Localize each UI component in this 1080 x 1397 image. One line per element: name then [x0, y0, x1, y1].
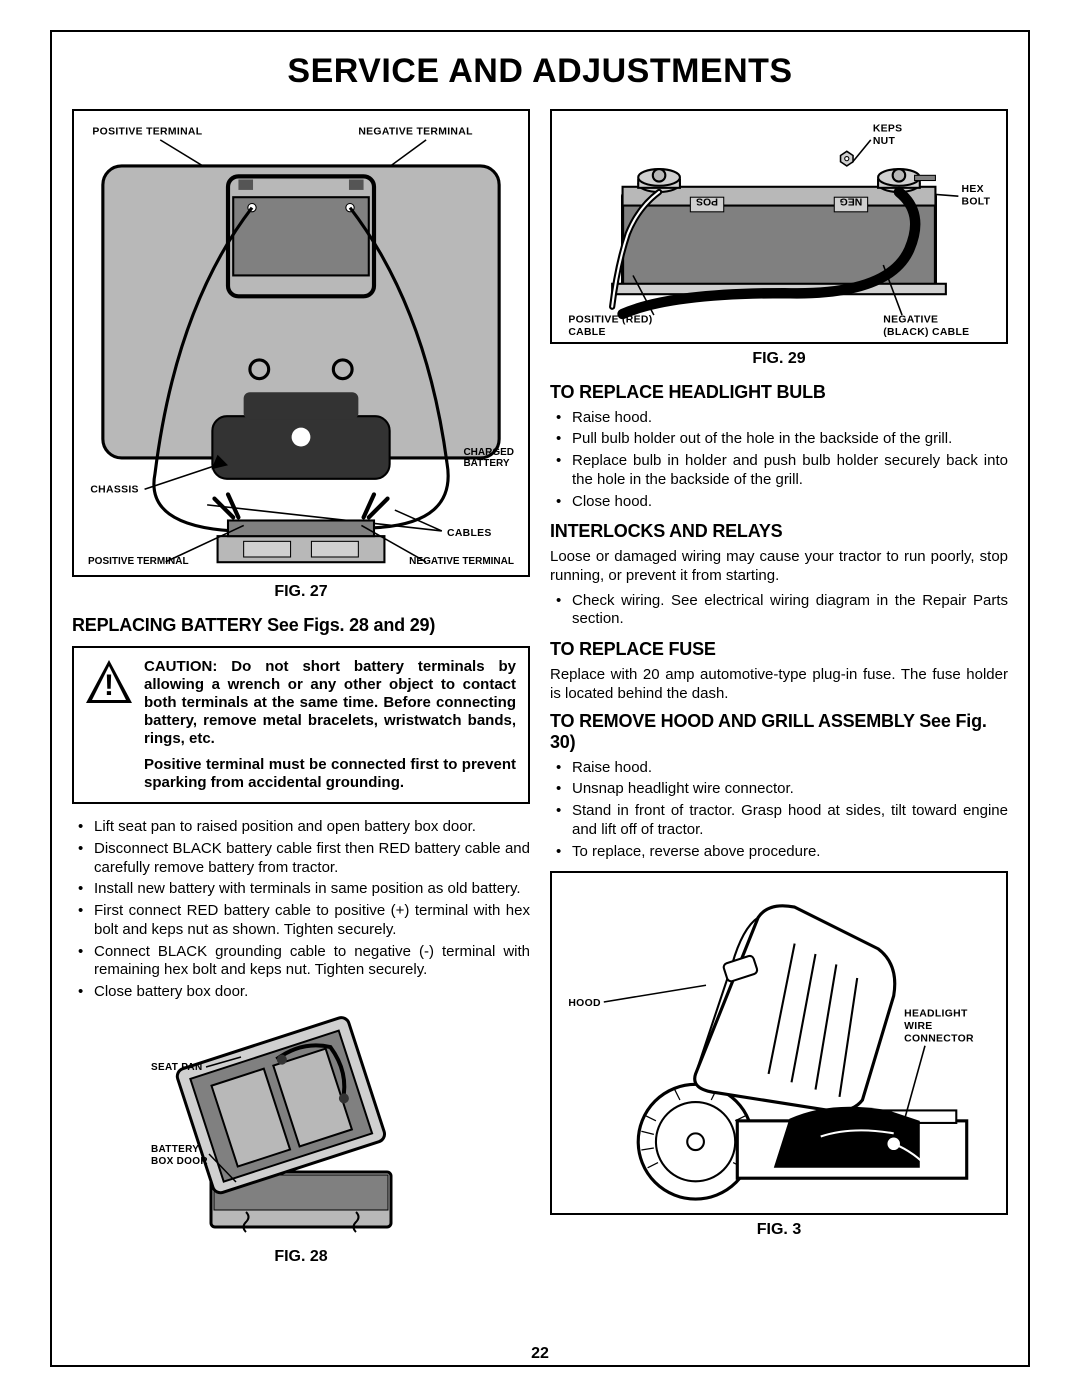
left-column: POSITIVE TERMINAL NEGATIVE TERMINAL — [72, 109, 530, 1280]
interlocks-heading: INTERLOCKS AND RELAYS — [550, 521, 1008, 542]
fig29-hex-2: BOLT — [962, 197, 991, 208]
svg-text:NEGATIVE: NEGATIVE — [883, 314, 938, 325]
fig28-caption: FIG. 28 — [72, 1248, 530, 1266]
list-item: Close hood. — [550, 493, 1008, 512]
page-title: SERVICE AND ADJUSTMENTS — [72, 52, 1008, 91]
svg-text:POSITIVE (RED): POSITIVE (RED) — [568, 314, 652, 325]
fig29-caption: FIG. 29 — [550, 350, 1008, 368]
list-item: Lift seat pan to raised position and ope… — [72, 818, 530, 837]
interlocks-steps: Check wiring. See electrical wiring diag… — [550, 592, 1008, 630]
list-item: Stand in front of tractor. Grasp hood at… — [550, 802, 1008, 840]
fig27-caption: FIG. 27 — [72, 583, 530, 601]
fig28-seat-pan: SEAT PAN — [151, 1062, 202, 1073]
list-item: Raise hood. — [550, 759, 1008, 778]
hood-heading: TO REMOVE HOOD AND GRILL ASSEMBLY See Fi… — [550, 711, 1008, 752]
caution-p1: CAUTION: Do not short battery terminals … — [144, 658, 516, 748]
list-item: Connect BLACK grounding cable to negativ… — [72, 943, 530, 981]
caution-box: ! CAUTION: Do not short battery terminal… — [72, 646, 530, 804]
fig29-keps-2: NUT — [873, 136, 896, 147]
fig29-hex-1: HEX — [962, 184, 984, 195]
fig29-keps-1: KEPS — [873, 124, 903, 135]
columns: POSITIVE TERMINAL NEGATIVE TERMINAL — [72, 109, 1008, 1280]
figure-29: KEPS NUT HEX BOLT — [550, 109, 1008, 344]
replacing-battery-heading: REPLACING BATTERY See Figs. 28 and 29) — [72, 615, 530, 636]
list-item: Replace bulb in holder and push bulb hol… — [550, 452, 1008, 490]
figure-28: SEAT PAN BATTERY BOX DOOR — [72, 1012, 530, 1242]
list-item: Check wiring. See electrical wiring diag… — [550, 592, 1008, 630]
svg-text:WIRE: WIRE — [904, 1022, 932, 1033]
headlight-heading: TO REPLACE HEADLIGHT BULB — [550, 382, 1008, 403]
fig27-neg-term-top: NEGATIVE TERMINAL — [358, 127, 473, 138]
caution-p2: Positive terminal must be connected firs… — [144, 756, 516, 792]
list-item: Raise hood. — [550, 409, 1008, 428]
fig28-bat-door-2: BOX DOOR — [151, 1156, 208, 1167]
fig27-cables: CABLES — [447, 528, 492, 539]
hood-steps: Raise hood. Unsnap headlight wire connec… — [550, 759, 1008, 862]
list-item: First connect RED battery cable to posit… — [72, 902, 530, 940]
fig27-neg-bot: NEGATIVE TERMINAL — [409, 556, 514, 567]
fig27-pos-term-top: POSITIVE TERMINAL — [92, 127, 202, 138]
page-number: 22 — [52, 1345, 1028, 1363]
svg-text:(BLACK) CABLE: (BLACK) CABLE — [883, 327, 969, 338]
svg-text:NEG: NEG — [840, 195, 863, 206]
list-item: Disconnect BLACK battery cable first the… — [72, 840, 530, 878]
list-item: Pull bulb holder out of the hole in the … — [550, 430, 1008, 449]
svg-text:POS: POS — [696, 195, 718, 206]
right-column: KEPS NUT HEX BOLT — [550, 109, 1008, 1280]
headlight-steps: Raise hood. Pull bulb holder out of the … — [550, 409, 1008, 512]
svg-text:CONNECTOR: CONNECTOR — [904, 1034, 974, 1045]
interlocks-body: Loose or damaged wiring may cause your t… — [550, 548, 1008, 586]
list-item: Close battery box door. — [72, 983, 530, 1002]
fig30-hood: HOOD — [568, 999, 601, 1010]
page-frame: SERVICE AND ADJUSTMENTS POSITIVE TERMINA… — [50, 30, 1030, 1367]
list-item: Install new battery with terminals in sa… — [72, 880, 530, 899]
figure-30: HOOD HEADLIGHT WIRE CONNECTOR — [550, 871, 1008, 1214]
fig27-pos-bot: POSITIVE TERMINAL — [88, 556, 189, 567]
list-item: To replace, reverse above procedure. — [550, 843, 1008, 862]
fig27-chassis: CHASSIS — [90, 484, 138, 495]
fig30-caption: FIG. 3 — [550, 1221, 1008, 1239]
svg-text:HEADLIGHT: HEADLIGHT — [904, 1009, 968, 1020]
fig27-charged-batt-label: CHARGEDBATTERY — [463, 447, 514, 469]
replacing-battery-steps: Lift seat pan to raised position and ope… — [72, 818, 530, 1002]
list-item: Unsnap headlight wire connector. — [550, 780, 1008, 799]
svg-text:!: ! — [104, 669, 114, 702]
fuse-heading: TO REPLACE FUSE — [550, 639, 1008, 660]
figure-27: POSITIVE TERMINAL NEGATIVE TERMINAL — [72, 109, 530, 577]
fig28-bat-door-1: BATTERY — [151, 1144, 199, 1155]
warning-icon: ! — [84, 658, 134, 708]
svg-text:CABLE: CABLE — [568, 327, 605, 338]
fuse-body: Replace with 20 amp automotive-type plug… — [550, 666, 1008, 704]
